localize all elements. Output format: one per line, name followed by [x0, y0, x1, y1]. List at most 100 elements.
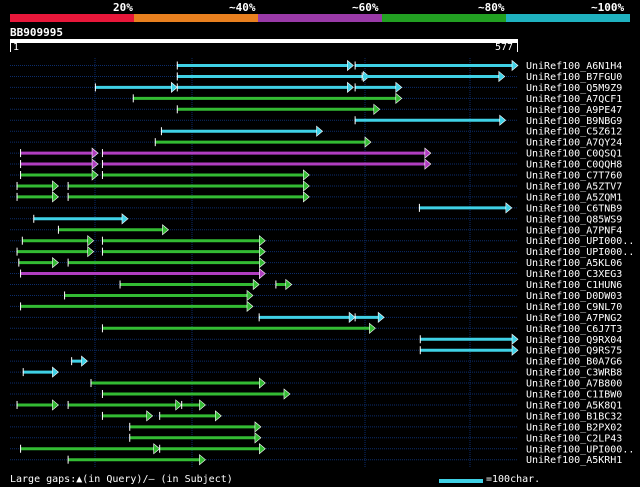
hit-arrowhead [424, 147, 432, 159]
hit-arrowhead [52, 366, 59, 378]
hit-arrowhead [252, 278, 260, 291]
identity-bar [10, 14, 630, 22]
hit-label: UniRef100_C3XEG3 [526, 269, 622, 280]
query-start-label: 1 [13, 42, 20, 53]
hit-arrowhead [52, 191, 59, 203]
hit-label: UniRef100_A7B800 [526, 379, 622, 390]
hit-arrowhead [91, 169, 99, 181]
hit-label: UniRef100_UPI000.. [526, 444, 634, 455]
identity-seg-red [10, 14, 134, 22]
hit-arrowhead [175, 399, 183, 411]
hit-arrowhead [91, 158, 99, 170]
hit-arrowhead [199, 399, 206, 411]
hit-arrowhead [52, 180, 59, 192]
gaps-legend: Large gaps:▲(in Query)/– (in Subject) [10, 474, 233, 485]
hit-label: UniRef100_C0QSQ1 [526, 149, 622, 160]
hit-label: UniRef100_C6TNB9 [526, 203, 622, 214]
hit-arrowhead [199, 454, 206, 466]
hit-arrowhead [347, 59, 354, 72]
hit-arrowhead [369, 322, 376, 334]
hit-arrowhead [498, 70, 506, 83]
query-ruler-start-tick [10, 43, 11, 52]
hit-arrowhead [259, 443, 266, 455]
hit-label: UniRef100_C9NL70 [526, 302, 622, 313]
hit-label: UniRef100_C1IBW0 [526, 390, 622, 401]
query-ruler [10, 39, 518, 43]
hit-label: UniRef100_Q9RS75 [526, 346, 622, 357]
hit-label: UniRef100_A5ZQM1 [526, 192, 622, 203]
hit-label: UniRef100_A5ZTV7 [526, 181, 622, 192]
hit-arrowhead [373, 103, 381, 115]
hit-arrowhead [170, 81, 178, 94]
hit-arrowhead [246, 289, 254, 302]
hit-arrowhead [499, 114, 507, 126]
query-ruler-end-tick [517, 43, 518, 52]
hit-arrowhead [91, 147, 99, 159]
hit-arrowhead [52, 256, 59, 269]
hit-arrowhead [505, 202, 513, 214]
hit-label: UniRef100_C2LP43 [526, 433, 622, 444]
hit-label: UniRef100_Q9RX04 [526, 335, 622, 346]
hit-label: UniRef100_B1BC32 [526, 411, 622, 422]
hit-label: UniRef100_B0A7G6 [526, 357, 622, 368]
identity-label-40: ~40% [229, 1, 256, 14]
hit-arrowhead [259, 235, 266, 247]
hit-arrowhead [303, 180, 310, 192]
hit-arrowhead [121, 213, 129, 225]
hit-label: UniRef100_C3WRB8 [526, 368, 622, 379]
hit-arrowhead [511, 59, 519, 72]
hit-label: UniRef100_A7PNG2 [526, 313, 622, 324]
hit-label: UniRef100_A5K8Q1 [526, 400, 622, 411]
hit-arrowhead [395, 81, 403, 94]
hit-arrowhead [395, 92, 403, 104]
hit-label: UniRef100_A5KRH1 [526, 455, 622, 466]
hit-arrowhead [87, 246, 95, 258]
scale-legend: =100char. [486, 474, 541, 485]
hit-label: UniRef100_B7FGU0 [526, 72, 622, 83]
hit-arrowhead [303, 169, 310, 181]
identity-seg-teal [506, 14, 630, 22]
identity-seg-orange [134, 14, 258, 22]
hit-label: UniRef100_C0QQH8 [526, 160, 622, 171]
hit-arrowhead [259, 246, 266, 258]
hit-label: UniRef100_A7PNF4 [526, 225, 622, 236]
hit-arrowhead [146, 410, 154, 422]
hit-arrowhead [259, 256, 266, 269]
hit-arrowhead [87, 235, 95, 247]
hit-arrowhead [52, 399, 59, 411]
hit-label: UniRef100_C7T760 [526, 171, 622, 182]
hit-label: UniRef100_A7QY24 [526, 138, 622, 149]
hit-arrowhead [214, 410, 222, 422]
identity-seg-purple [258, 14, 382, 22]
hit-arrowhead [347, 81, 354, 94]
hit-label: UniRef100_C5Z612 [526, 127, 622, 138]
hit-arrowhead [254, 432, 262, 444]
identity-seg-green [382, 14, 506, 22]
hit-arrowhead [424, 158, 432, 170]
identity-label-60: ~60% [352, 1, 379, 14]
hit-arrowhead [259, 377, 266, 389]
hit-arrowhead [511, 344, 519, 356]
hit-label: UniRef100_UPI000.. [526, 236, 634, 247]
hit-label: UniRef100_A7QCF1 [526, 94, 622, 105]
hit-label: UniRef100_C6J7T3 [526, 324, 622, 335]
scale-bar [439, 479, 483, 483]
hit-label: UniRef100_A6N1H4 [526, 61, 622, 72]
hit-arrowhead [81, 355, 88, 367]
hit-arrowhead [285, 278, 293, 291]
hit-label: UniRef100_B9NBG9 [526, 116, 622, 127]
hit-arrowhead [348, 311, 356, 323]
hit-arrowhead [283, 388, 291, 400]
hit-arrowhead [246, 300, 254, 313]
hit-label: UniRef100_D0DW03 [526, 291, 622, 302]
hit-arrowhead [153, 443, 161, 455]
identity-label-100: ~100% [591, 1, 625, 14]
identity-label-80: ~80% [478, 1, 505, 14]
hit-label: UniRef100_C1HUN6 [526, 280, 622, 291]
hit-label: UniRef100_UPI000.. [526, 247, 634, 258]
hit-arrowhead [259, 267, 266, 280]
hit-arrowhead [364, 136, 372, 148]
hit-arrowhead [316, 125, 324, 137]
hit-arrowhead [303, 191, 310, 203]
